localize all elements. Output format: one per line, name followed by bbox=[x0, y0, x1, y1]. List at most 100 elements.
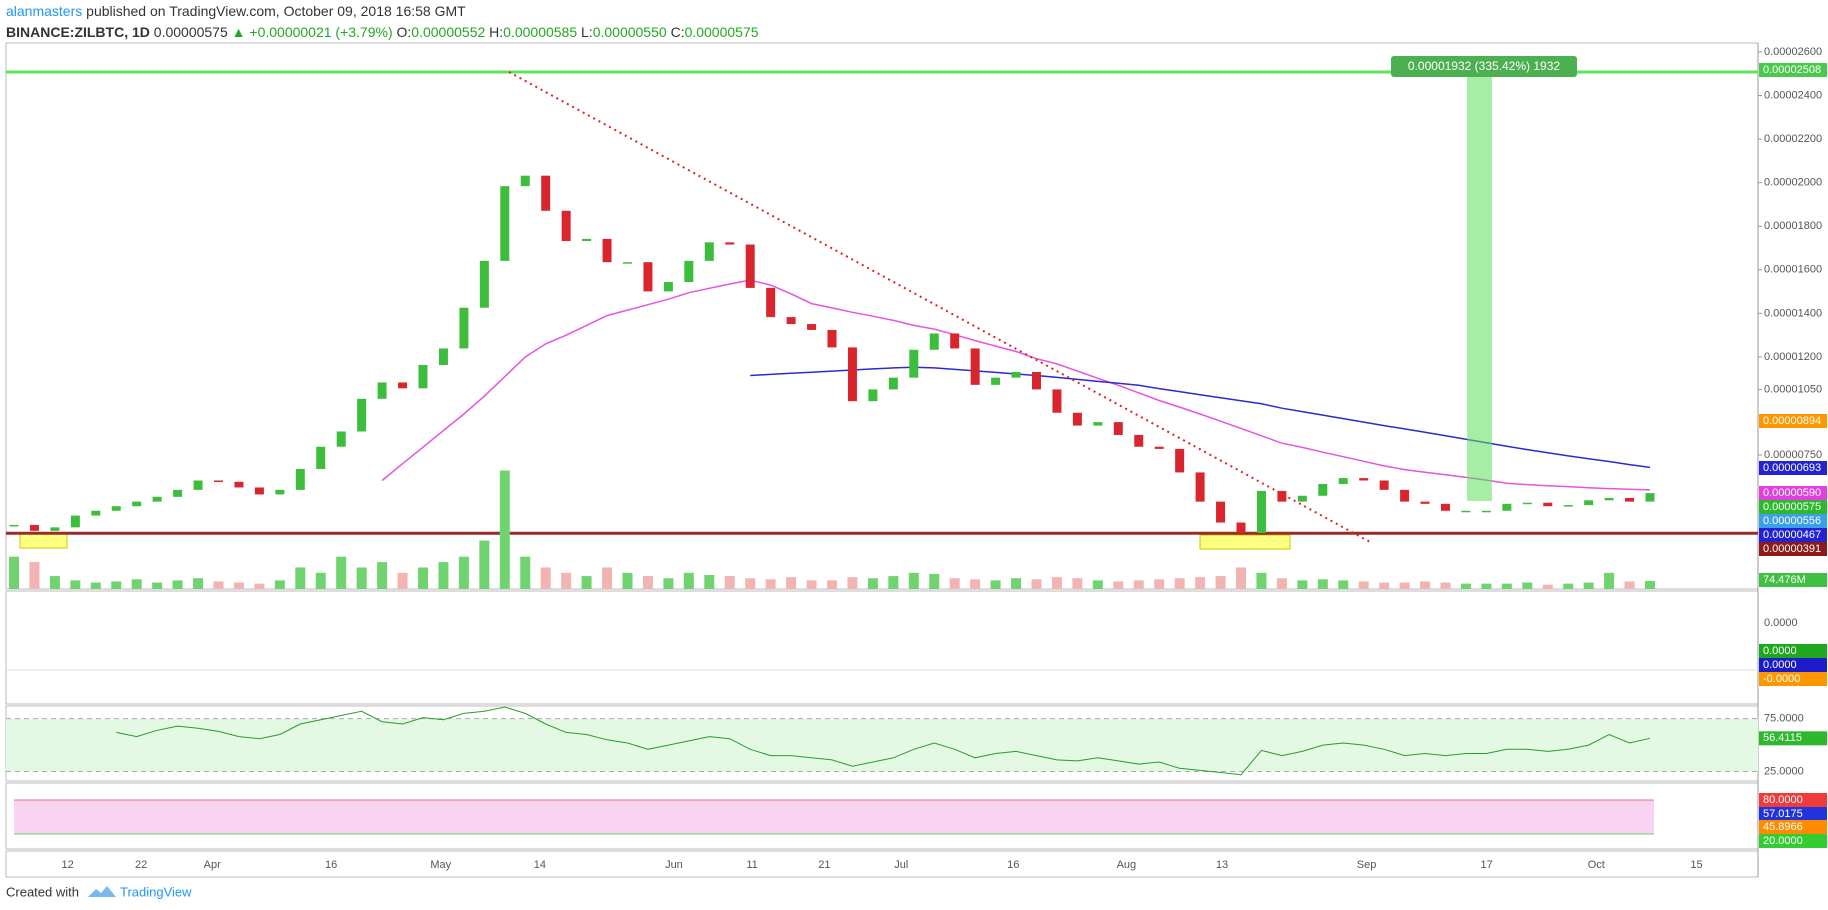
candle bbox=[1277, 490, 1287, 502]
volume-bar bbox=[745, 578, 756, 589]
volume-bar bbox=[561, 572, 572, 589]
candle bbox=[254, 487, 264, 495]
candle bbox=[970, 348, 980, 385]
candle bbox=[1441, 503, 1450, 511]
candle bbox=[111, 506, 121, 511]
candle bbox=[725, 242, 735, 245]
volume-bar bbox=[724, 576, 735, 589]
last-price: 0.00000575 bbox=[154, 24, 228, 40]
volume-bar bbox=[1276, 578, 1287, 589]
volume-bar bbox=[1092, 580, 1103, 589]
symbol: BINANCE:ZILBTC, 1D bbox=[6, 24, 150, 40]
candle bbox=[1195, 472, 1205, 502]
price-label-box bbox=[1759, 414, 1827, 428]
rsi-line bbox=[116, 706, 1651, 776]
candle bbox=[1461, 510, 1471, 513]
candle bbox=[950, 333, 960, 349]
ohlc-label: C: bbox=[671, 24, 685, 40]
candle bbox=[70, 515, 80, 528]
stoch-label-box bbox=[1759, 807, 1827, 821]
rsi-label: 56.4115 bbox=[1763, 732, 1802, 744]
volume-bar bbox=[397, 572, 408, 589]
candle bbox=[357, 398, 367, 432]
candle bbox=[500, 186, 510, 261]
volume-bar bbox=[233, 582, 244, 589]
volume-bar bbox=[499, 470, 510, 589]
volume-bar bbox=[254, 583, 265, 589]
y-tick-label: 0.00001800 bbox=[1764, 220, 1822, 232]
candle bbox=[1584, 500, 1594, 506]
candle bbox=[193, 480, 203, 490]
candle bbox=[868, 389, 878, 402]
volume-bar bbox=[1440, 582, 1451, 589]
stoch-label: 57.0175 bbox=[1763, 808, 1803, 820]
volume-bar bbox=[888, 576, 899, 589]
candle bbox=[1522, 502, 1532, 505]
macd-label: 0.0000 bbox=[1763, 659, 1797, 671]
candle bbox=[582, 238, 592, 242]
volume-bar bbox=[111, 581, 122, 589]
volume-bar bbox=[1583, 582, 1594, 589]
price-label: 0.00002508 bbox=[1763, 64, 1821, 76]
volume-bar bbox=[1195, 577, 1206, 589]
candle bbox=[1563, 505, 1573, 507]
y-tick-label: 0.00002000 bbox=[1764, 177, 1822, 189]
candle bbox=[663, 282, 673, 292]
candle bbox=[9, 524, 19, 527]
volume-bar bbox=[49, 576, 60, 589]
ohlc-label: H: bbox=[489, 24, 503, 40]
stoch-label-box bbox=[1759, 834, 1827, 848]
volume-bar bbox=[827, 580, 837, 589]
macd-axis-label: 0.0000 bbox=[1764, 617, 1798, 629]
candle bbox=[1236, 522, 1246, 534]
volume-bar bbox=[908, 572, 919, 589]
candle bbox=[316, 446, 326, 469]
x-tick-label: 16 bbox=[325, 859, 337, 871]
volume-bar bbox=[70, 580, 81, 589]
candle bbox=[1543, 502, 1553, 507]
volume-bar bbox=[520, 556, 531, 589]
volume-bar bbox=[1215, 576, 1226, 589]
candle bbox=[520, 175, 530, 187]
candle bbox=[1338, 478, 1348, 484]
volume-bar bbox=[1379, 582, 1390, 589]
measure-label: 0.00001932 (335.42%) 1932 bbox=[1408, 59, 1560, 73]
candle bbox=[766, 287, 776, 318]
x-tick-label: 11 bbox=[746, 859, 757, 871]
volume-bar bbox=[990, 580, 1001, 589]
volume-bar bbox=[765, 579, 776, 589]
footer-brand[interactable]: TradingView bbox=[120, 884, 192, 899]
volume-bar bbox=[1522, 582, 1533, 589]
macd-label: 0.0000 bbox=[1763, 645, 1797, 657]
y-tick-label: 0.00001050 bbox=[1764, 384, 1822, 396]
x-tick-label: Aug bbox=[1117, 859, 1137, 871]
candle bbox=[438, 348, 448, 366]
volume-bar bbox=[356, 567, 367, 589]
symbol-line: BINANCE:ZILBTC, 1D 0.00000575 ▲ +0.00000… bbox=[6, 24, 759, 40]
x-tick-label: 15 bbox=[1690, 859, 1702, 871]
volume-bar bbox=[152, 582, 163, 589]
candle bbox=[541, 175, 551, 211]
candle bbox=[91, 510, 101, 516]
candle bbox=[991, 377, 1001, 385]
price-label: 0.00000556 bbox=[1763, 515, 1821, 527]
candle bbox=[1359, 478, 1369, 481]
volume-bar bbox=[458, 556, 469, 589]
volume-bar bbox=[1236, 567, 1246, 589]
highlight-box bbox=[1199, 534, 1291, 550]
candle bbox=[1011, 371, 1021, 378]
candle bbox=[132, 501, 142, 507]
candle bbox=[1400, 489, 1410, 502]
y-tick-label: 0.00002600 bbox=[1764, 46, 1822, 58]
volume-bar bbox=[213, 581, 224, 589]
volume-bar bbox=[1317, 579, 1328, 589]
x-tick-label: 22 bbox=[135, 859, 147, 871]
volume-bar bbox=[418, 567, 428, 589]
volume-bar bbox=[1031, 579, 1042, 589]
volume-bar bbox=[540, 567, 551, 589]
volume-bar bbox=[1420, 581, 1431, 589]
volume-bar bbox=[704, 575, 715, 589]
price-label-box bbox=[1759, 461, 1827, 475]
moving-average bbox=[381, 279, 1651, 491]
